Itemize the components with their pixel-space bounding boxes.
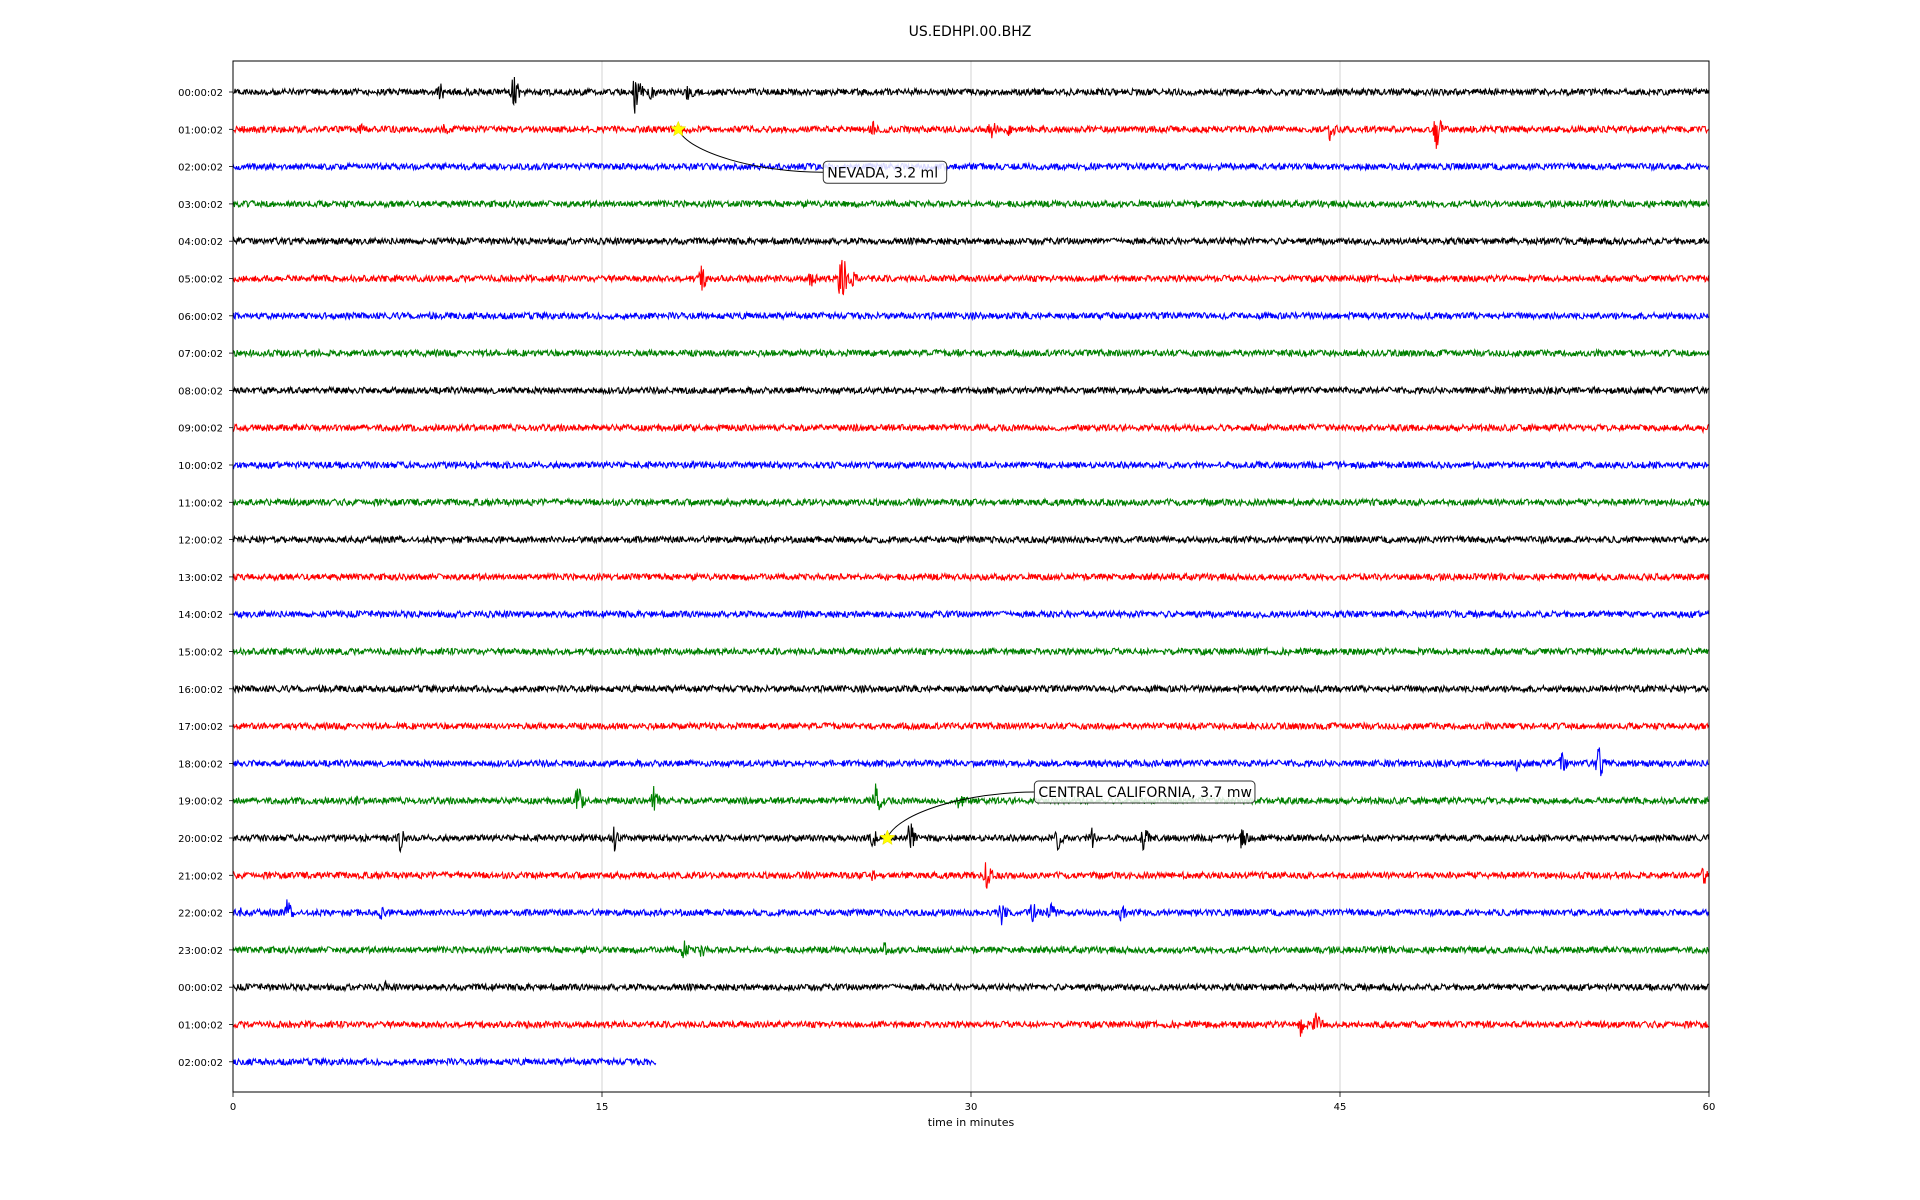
trace-row-10: [232, 459, 1710, 471]
annotation-label-0: NEVADA, 3.2 ml: [827, 165, 938, 181]
trace-row-4: [232, 236, 1710, 247]
trace-row-17: [232, 720, 1710, 732]
annotation-box-1: [1033, 780, 1256, 804]
trace-row-6: [232, 310, 1709, 322]
y-tick-label-23: 23:00:02: [178, 946, 223, 957]
annotation-connector-1: [886, 791, 1035, 839]
trace-row-18: [232, 747, 1709, 777]
trace-row-12: [232, 534, 1710, 545]
y-tick-label-7: 07:00:02: [178, 349, 223, 360]
trace-row-0: [232, 76, 1710, 114]
y-tick-label-10: 10:00:02: [178, 461, 223, 472]
y-tick-label-24: 00:00:02: [178, 983, 223, 994]
trace-row-11: [232, 496, 1710, 508]
y-tick-label-6: 06:00:02: [178, 312, 223, 323]
trace-row-1: [232, 119, 1710, 149]
trace-row-26: [232, 1056, 657, 1068]
y-tick-label-5: 05:00:02: [178, 275, 223, 286]
trace-row-21: [232, 862, 1710, 889]
trace-row-9: [232, 422, 1710, 435]
y-tick-label-26: 02:00:02: [178, 1058, 223, 1069]
trace-row-20: [232, 823, 1710, 854]
x-tick-label-0: 0: [230, 1102, 236, 1113]
seismogram-traces: [232, 76, 1710, 1068]
x-tick-label-2: 30: [965, 1102, 978, 1113]
y-tick-labels: 00:00:02 01:00:02 02:00:02 03:00:02 04:00:02…: [178, 88, 233, 1069]
y-tick-label-11: 11:00:02: [178, 498, 223, 509]
y-tick-label-13: 13:00:02: [178, 573, 223, 584]
trace-row-22: [232, 899, 1710, 926]
trace-row-15: [232, 646, 1709, 657]
annotation-label-1: CENTRAL CALIFORNIA, 3.7 mw: [1038, 785, 1252, 801]
y-tick-label-0: 00:00:02: [178, 88, 223, 99]
trace-row-25: [232, 1012, 1709, 1037]
y-tick-label-15: 15:00:02: [178, 648, 223, 659]
y-tick-label-16: 16:00:02: [178, 685, 223, 696]
y-tick-label-14: 14:00:02: [178, 610, 223, 621]
trace-row-16: [232, 683, 1709, 695]
trace-row-13: [232, 571, 1710, 583]
event-star-0: [670, 120, 687, 137]
x-tick-label-1: 15: [596, 1102, 609, 1113]
event-annotations: NEVADA, 3.2 ml CENTRAL CALIFORNIA, 3.7 mw: [670, 120, 1256, 846]
trace-row-5: [232, 259, 1710, 296]
y-tick-label-17: 17:00:02: [178, 722, 223, 733]
x-axis-ticks: 0 15 30 45 60: [230, 1092, 1716, 1113]
y-tick-label-21: 21:00:02: [178, 871, 223, 882]
annotation-connector-0: [677, 129, 824, 173]
trace-row-2: [232, 161, 1710, 172]
trace-row-14: [232, 609, 1710, 620]
trace-row-24: [232, 979, 1709, 993]
y-tick-label-20: 20:00:02: [178, 834, 223, 845]
y-tick-label-3: 03:00:02: [178, 200, 223, 211]
y-tick-label-2: 02:00:02: [178, 163, 223, 174]
y-tick-label-25: 01:00:02: [178, 1021, 223, 1032]
trace-row-8: [232, 385, 1710, 396]
trace-row-3: [232, 198, 1710, 210]
event-star-1: [879, 829, 896, 846]
y-tick-label-9: 09:00:02: [178, 424, 223, 435]
x-tick-label-4: 60: [1703, 1102, 1716, 1113]
y-tick-label-22: 22:00:02: [178, 909, 223, 920]
y-tick-label-18: 18:00:02: [178, 759, 223, 770]
x-tick-label-3: 45: [1334, 1102, 1347, 1113]
annotation-box-0: [822, 160, 948, 184]
y-tick-label-1: 01:00:02: [178, 125, 223, 136]
y-tick-label-8: 08:00:02: [178, 386, 223, 397]
trace-row-23: [232, 940, 1710, 959]
y-tick-label-12: 12:00:02: [178, 536, 223, 547]
chart-title: US.EDHPI.00.BHZ: [909, 24, 1032, 40]
x-axis-label: time in minutes: [928, 1116, 1015, 1129]
trace-row-7: [232, 347, 1710, 359]
y-tick-label-4: 04:00:02: [178, 237, 223, 248]
y-tick-label-19: 19:00:02: [178, 797, 223, 808]
